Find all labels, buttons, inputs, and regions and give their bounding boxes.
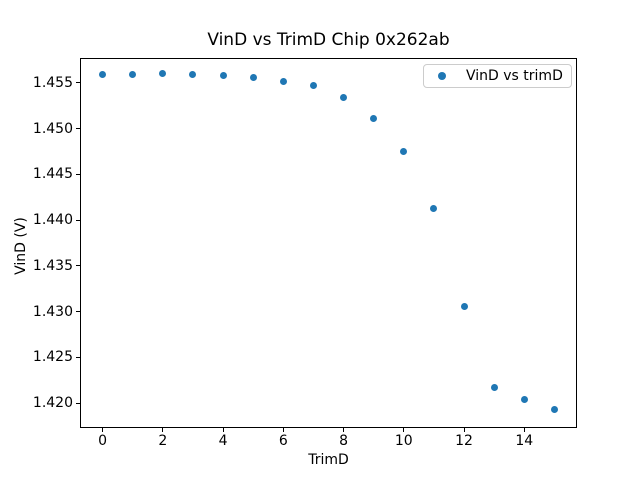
- x-tick-mark: [403, 428, 405, 432]
- legend-marker-icon: [438, 72, 446, 80]
- y-tick-label: 1.445: [32, 166, 73, 183]
- y-tick-label: 1.455: [32, 74, 73, 91]
- x-tick-label: 12: [455, 433, 473, 449]
- y-tick-mark: [76, 173, 80, 175]
- y-tick-label: 1.420: [32, 395, 73, 412]
- scatter-point: [340, 93, 348, 101]
- x-tick-label: 10: [394, 433, 413, 449]
- plot-area: [80, 58, 577, 428]
- x-tick-label: 2: [158, 433, 168, 449]
- y-tick-mark: [76, 402, 80, 404]
- scatter-point: [129, 70, 137, 78]
- y-tick-mark: [76, 265, 80, 267]
- y-tick-label: 1.425: [32, 349, 73, 366]
- y-tick-mark: [76, 219, 80, 221]
- x-tick-mark: [222, 428, 224, 432]
- y-tick-label: 1.440: [32, 212, 73, 229]
- x-tick-label: 0: [98, 433, 108, 449]
- x-tick-label: 8: [339, 433, 349, 449]
- x-tick-mark: [463, 428, 465, 432]
- y-tick-label: 1.435: [32, 257, 73, 274]
- x-tick-mark: [162, 428, 164, 432]
- chart-title: VinD vs TrimD Chip 0x262ab: [207, 30, 450, 50]
- scatter-point: [249, 73, 257, 81]
- y-tick-mark: [76, 82, 80, 84]
- x-axis-label: TrimD: [308, 452, 349, 468]
- scatter-point: [99, 70, 107, 78]
- scatter-point: [460, 302, 468, 310]
- y-tick-mark: [76, 311, 80, 313]
- scatter-point: [189, 70, 197, 78]
- x-tick-label: 4: [218, 433, 228, 449]
- scatter-point: [490, 384, 498, 392]
- x-tick-mark: [102, 428, 104, 432]
- legend-label: VinD vs trimD: [466, 68, 563, 84]
- scatter-point: [159, 70, 167, 78]
- y-tick-mark: [76, 356, 80, 358]
- scatter-point: [400, 147, 408, 155]
- scatter-point: [370, 114, 378, 122]
- scatter-point: [430, 204, 438, 212]
- scatter-point: [219, 71, 227, 79]
- x-tick-label: 6: [278, 433, 288, 449]
- y-tick-label: 1.430: [32, 303, 73, 320]
- x-tick-mark: [523, 428, 525, 432]
- scatter-point: [550, 406, 558, 414]
- scatter-point: [279, 78, 287, 86]
- legend: VinD vs trimD: [423, 64, 572, 88]
- x-tick-label: 14: [515, 433, 534, 449]
- x-tick-mark: [343, 428, 345, 432]
- x-tick-mark: [282, 428, 284, 432]
- y-tick-mark: [76, 128, 80, 130]
- y-tick-label: 1.450: [32, 120, 73, 137]
- scatter-point: [520, 396, 528, 404]
- scatter-point: [309, 81, 317, 89]
